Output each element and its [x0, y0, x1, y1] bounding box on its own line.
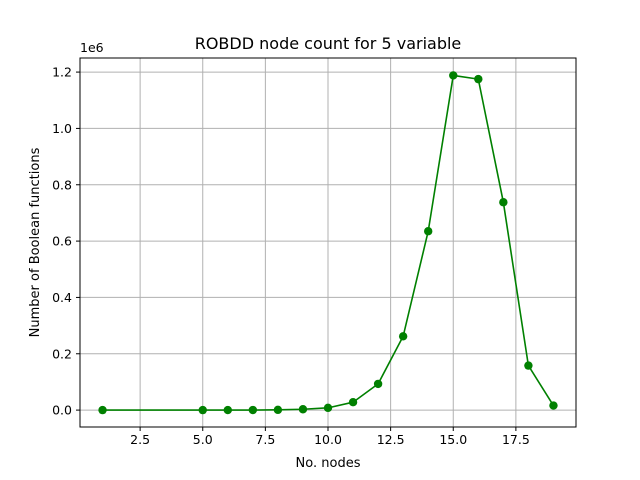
axis-ticks: 2.5 5.0 7.5 10.0 12.5 15.0 17.5 0.0 0.2 0.4 0.6 0.8… — [52, 65, 530, 447]
x-tick-label: 17.5 — [502, 432, 530, 447]
y-tick-label: 0.2 — [52, 346, 72, 361]
y-offset-label: 1e6 — [80, 40, 104, 55]
data-point — [298, 405, 308, 414]
data-point — [223, 405, 232, 415]
x-tick-label: 2.5 — [130, 432, 150, 447]
x-tick-label: 5.0 — [193, 432, 213, 447]
data-point — [373, 379, 383, 389]
data-point — [98, 405, 107, 415]
data-point — [424, 227, 433, 236]
y-tick-label: 0.0 — [52, 403, 72, 418]
data-point — [524, 361, 533, 370]
y-tick-label: 1.0 — [52, 121, 72, 136]
data-point — [449, 71, 458, 80]
x-tick-label: 7.5 — [255, 432, 275, 447]
x-axis-label: No. nodes — [296, 456, 361, 471]
y-axis-label: Number of Boolean functions — [28, 147, 43, 337]
data-point — [474, 74, 483, 84]
series-layer — [98, 71, 558, 415]
data-point — [273, 405, 283, 415]
data-point — [499, 198, 508, 207]
data-point — [348, 398, 358, 407]
x-tick-label: 12.5 — [377, 432, 405, 447]
chart-title: ROBDD node count for 5 variable — [195, 34, 462, 53]
y-tick-label: 0.6 — [52, 234, 72, 249]
x-tick-label: 15.0 — [439, 432, 467, 447]
y-tick-label: 0.8 — [52, 177, 72, 192]
y-tick-label: 1.2 — [52, 65, 72, 80]
data-point — [398, 332, 408, 341]
x-tick-label: 10.0 — [314, 432, 342, 447]
data-point — [549, 401, 558, 410]
data-point — [323, 403, 333, 413]
series-line — [102, 74, 555, 411]
y-tick-label: 0.4 — [52, 290, 72, 305]
data-point — [248, 405, 258, 415]
data-point — [198, 405, 207, 415]
